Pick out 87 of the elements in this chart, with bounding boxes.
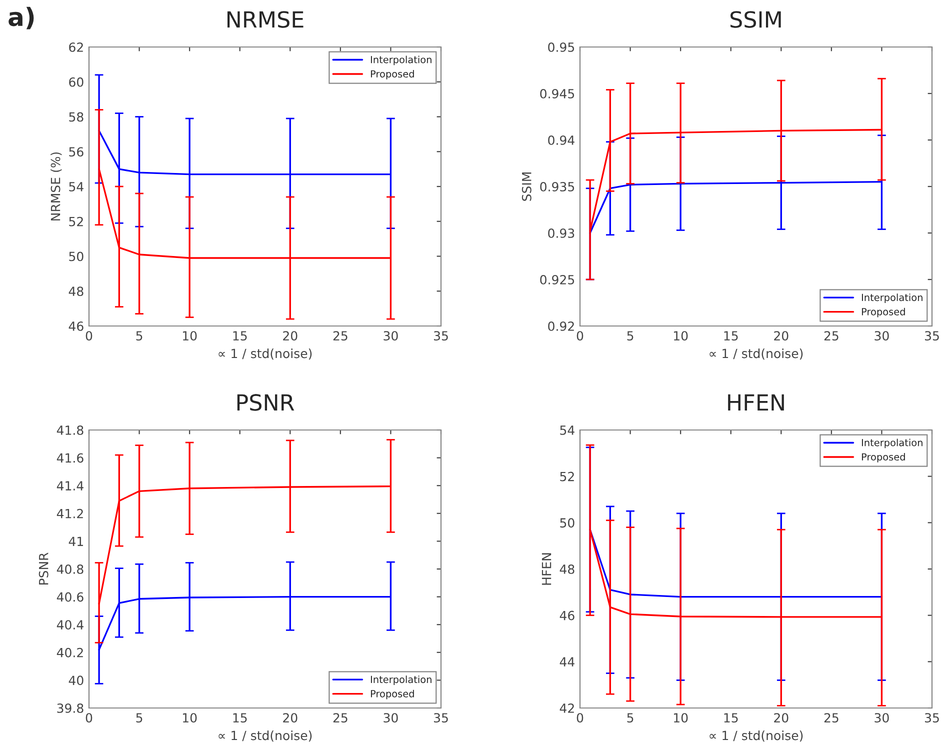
y-tick-label: 0.92 xyxy=(548,321,574,331)
y-tick-label: 0.925 xyxy=(540,274,574,284)
y-tick-label: 42 xyxy=(560,703,574,713)
x-axis-title: ∝ 1 / std(noise) xyxy=(218,730,312,742)
y-tick-label: 54 xyxy=(560,426,574,435)
x-axis-title: ∝ 1 / std(noise) xyxy=(710,348,803,360)
x-tick-label: 5 xyxy=(627,331,634,341)
chart-title: NRMSE xyxy=(227,11,304,28)
y-tick-label: 41 xyxy=(68,536,83,546)
x-tick-label: 30 xyxy=(874,331,889,341)
y-tick-label: 46 xyxy=(68,321,84,331)
y-tick-label: 39.8 xyxy=(57,703,84,713)
chart-title: HFEN xyxy=(728,394,784,411)
x-tick-label: 5 xyxy=(627,713,634,723)
y-tick-label: 52 xyxy=(69,216,83,226)
y-tick-label: 40.6 xyxy=(56,592,84,602)
chart-title: SSIM xyxy=(730,11,781,28)
x-tick-label: 30 xyxy=(874,713,889,723)
legend-label: Proposed xyxy=(370,70,414,80)
x-tick-label: 15 xyxy=(724,331,738,341)
x-tick-label: 20 xyxy=(283,713,298,723)
x-tick-label: 10 xyxy=(182,713,197,723)
legend-label: Proposed xyxy=(862,453,905,462)
y-tick-label: 54 xyxy=(69,182,84,192)
x-tick-label: 10 xyxy=(182,331,197,341)
x-tick-label: 15 xyxy=(233,331,247,341)
y-tick-label: 48 xyxy=(68,286,84,296)
text: a) xyxy=(8,6,34,30)
x-tick-label: 0 xyxy=(86,713,92,723)
y-tick-label: 0.95 xyxy=(548,42,574,52)
legend-label: Interpolation xyxy=(862,294,922,303)
y-tick-label: 62 xyxy=(69,42,83,52)
y-tick-label: 40.2 xyxy=(56,648,83,658)
legend-label: Interpolation xyxy=(370,676,432,685)
y-tick-label: 44 xyxy=(560,657,574,666)
y-tick-label: 41.2 xyxy=(56,508,83,518)
y-tick-label: 40 xyxy=(68,676,84,686)
legend-label: Interpolation xyxy=(370,56,432,66)
x-tick-label: 10 xyxy=(674,713,688,723)
x-tick-label: 10 xyxy=(674,331,688,341)
x-tick-label: 35 xyxy=(925,713,939,723)
x-tick-label: 0 xyxy=(86,331,92,341)
x-tick-label: 0 xyxy=(576,331,584,341)
x-tick-label: 20 xyxy=(774,713,788,723)
y-axis-title: PSNR xyxy=(38,552,48,585)
legend-label: Proposed xyxy=(370,690,414,700)
y-tick-label: 0.945 xyxy=(540,88,574,98)
x-tick-label: 30 xyxy=(384,713,398,723)
x-tick-label: 25 xyxy=(824,331,838,341)
y-tick-label: 56 xyxy=(69,147,84,157)
y-tick-label: 40.8 xyxy=(56,564,84,574)
x-tick-label: 35 xyxy=(434,713,448,723)
y-axis-title: NRMSE (%) xyxy=(50,152,62,220)
x-tick-label: 20 xyxy=(774,331,788,341)
y-tick-label: 48 xyxy=(560,564,574,574)
x-tick-label: 15 xyxy=(233,713,247,723)
y-tick-label: 50 xyxy=(69,252,84,262)
y-tick-label: 0.93 xyxy=(548,228,574,238)
y-tick-label: 41.6 xyxy=(56,453,84,463)
y-tick-label: 58 xyxy=(69,112,84,122)
x-tick-label: 35 xyxy=(925,331,939,341)
x-tick-label: 25 xyxy=(333,713,348,723)
x-tick-label: 0 xyxy=(576,713,584,723)
y-tick-label: 41.8 xyxy=(56,425,84,435)
x-axis-title: ∝ 1 / std(noise) xyxy=(710,730,803,742)
x-tick-label: 20 xyxy=(283,331,298,341)
y-tick-label: 52 xyxy=(560,472,574,482)
y-axis-title: SSIM xyxy=(522,172,532,201)
y-tick-label: 46 xyxy=(560,610,574,620)
x-tick-label: 5 xyxy=(136,331,142,341)
x-tick-label: 25 xyxy=(824,713,838,723)
x-tick-label: 25 xyxy=(333,331,348,341)
y-tick-label: 50 xyxy=(560,518,574,528)
chart-title: PSNR xyxy=(237,394,294,411)
legend-label: Proposed xyxy=(862,308,905,318)
x-tick-label: 35 xyxy=(434,331,448,341)
x-tick-label: 5 xyxy=(136,713,142,723)
y-tick-label: 0.94 xyxy=(548,135,574,145)
legend-label: Interpolation xyxy=(862,438,922,448)
x-tick-label: 15 xyxy=(724,713,738,723)
y-tick-label: 0.935 xyxy=(540,182,574,192)
y-tick-label: 40.4 xyxy=(56,620,84,630)
x-axis-title: ∝ 1 / std(noise) xyxy=(218,348,312,360)
x-tick-label: 30 xyxy=(384,331,398,341)
y-axis-title: HFEN xyxy=(542,553,552,585)
y-tick-label: 41.4 xyxy=(56,481,84,490)
y-tick-label: 60 xyxy=(69,77,84,87)
